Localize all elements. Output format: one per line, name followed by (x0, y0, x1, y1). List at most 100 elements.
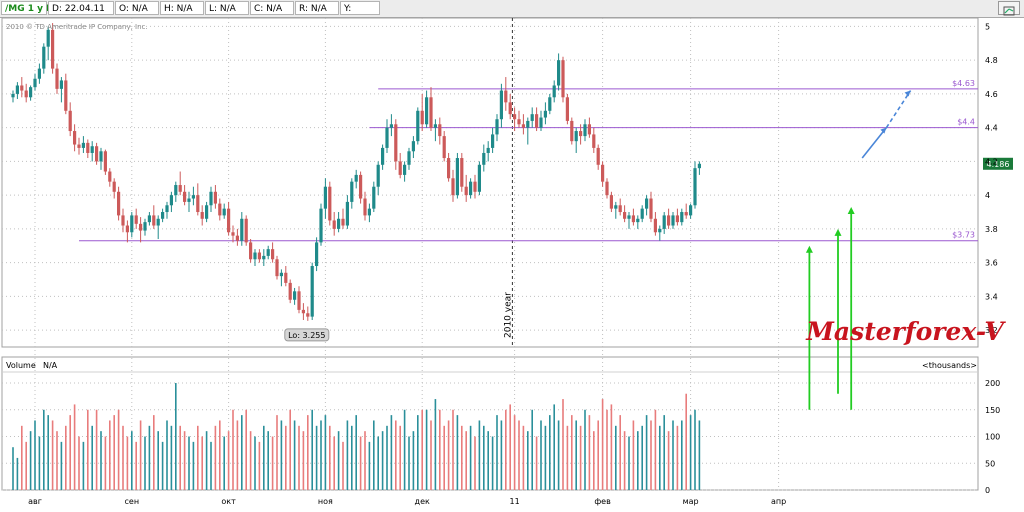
candle-body (77, 144, 81, 148)
candle-body (152, 215, 156, 226)
candle-body (55, 68, 59, 89)
candle-body (178, 185, 182, 192)
candle-body (33, 78, 37, 88)
volume-tick-label: 50 (985, 459, 995, 468)
candle-body (469, 181, 473, 196)
candle-body (394, 124, 398, 162)
candle-body (174, 185, 178, 196)
candle-body (627, 215, 631, 219)
candle-body (376, 164, 380, 187)
candle-body (697, 163, 701, 169)
candle-body (477, 164, 481, 192)
candle-body (59, 80, 63, 89)
candle-body (253, 252, 257, 260)
volume-tick-label: 0 (985, 486, 990, 495)
candle-body (539, 117, 543, 128)
candle-body (29, 87, 33, 98)
candle-body (667, 215, 671, 226)
chart-settings-button[interactable] (998, 1, 1020, 16)
price-tick-label: 3.2 (985, 326, 998, 335)
candle-body (442, 136, 446, 159)
candle-body (684, 212, 688, 216)
candle-body (601, 164, 605, 182)
candle-body (156, 218, 160, 226)
candle-body (389, 124, 393, 128)
projection-arrow-head (880, 127, 887, 134)
candle-body (658, 228, 662, 233)
candle-body (235, 235, 239, 241)
candle-body (438, 124, 442, 137)
candle-body (614, 205, 618, 209)
candle-body (521, 124, 525, 128)
volume-panel-frame (1, 356, 979, 491)
candle-body (46, 29, 50, 47)
candle-body (381, 147, 385, 165)
volume-tick-label: 150 (985, 406, 1000, 415)
copyright-text: 2010 © TD Ameritrade IP Company, Inc. (6, 23, 148, 31)
candle-body (354, 174, 358, 182)
grid (1, 17, 979, 491)
candle-body (605, 181, 609, 196)
price-tick-label: 3.6 (985, 259, 998, 268)
candle-body (196, 195, 200, 213)
candle-body (147, 215, 151, 223)
candle-body (231, 232, 235, 236)
candle-body (86, 142, 90, 153)
candle-body (350, 181, 354, 202)
y-field: Y: (340, 1, 380, 15)
candle-body (68, 110, 72, 132)
open-field: O: N/A (115, 1, 159, 15)
candle-body (293, 291, 297, 300)
projection-arrow-dashed (885, 90, 912, 129)
candle-body (359, 174, 363, 199)
price-panel-frame (1, 17, 979, 348)
candle-body (649, 198, 653, 219)
symbol-field[interactable]: /MG 1 y D (1, 1, 54, 15)
watermark-logo: Masterforex-V (805, 317, 1006, 346)
candle-body (323, 186, 327, 209)
low-annotation-label: Lo: 3.255 (288, 331, 325, 340)
candle-body (447, 158, 451, 179)
chart-settings-icon (1003, 6, 1015, 16)
candle-body (315, 242, 319, 267)
volume-value: N/A (43, 361, 58, 370)
last-price-tag (983, 157, 1013, 170)
candle-body (499, 90, 503, 120)
candle-body (262, 255, 266, 260)
candle-body (341, 218, 345, 226)
candle-body (301, 309, 305, 314)
price-tick-label: 4 (985, 191, 990, 200)
candle-body (504, 90, 508, 103)
candle-body (557, 60, 561, 86)
price-tick-label: 4.2 (985, 157, 998, 166)
candle-body (592, 134, 596, 148)
candle-body (513, 114, 517, 120)
time-tick-label: авг (28, 497, 42, 506)
price-tick-label: 4.4 (985, 124, 998, 133)
chart-toolbar: /MG 1 y D D: 22.04.11 O: N/A H: N/A L: N… (0, 0, 1024, 18)
candle-body (99, 151, 103, 162)
candle-body (587, 124, 591, 135)
candle-body (169, 195, 173, 206)
candle-body (433, 124, 437, 128)
candle-body (95, 146, 99, 162)
candle-body (473, 181, 477, 192)
candle-body (464, 186, 468, 196)
candle-body (73, 131, 77, 145)
candle-body (517, 119, 521, 125)
candle-body (161, 212, 165, 219)
volume-unit: <thousands> (922, 361, 977, 370)
candle-body (37, 68, 41, 79)
candle-body (372, 186, 376, 209)
candle-body (416, 110, 420, 142)
candle-body (508, 102, 512, 115)
price-tick-label: 4.8 (985, 56, 998, 65)
candle-body (662, 215, 666, 229)
candle-body (200, 212, 204, 219)
candle-body (332, 220, 336, 229)
candle-body (618, 205, 622, 213)
candle-body (429, 97, 433, 128)
candle-body (15, 85, 19, 94)
candle-body (125, 225, 129, 233)
candle-body (363, 198, 367, 216)
